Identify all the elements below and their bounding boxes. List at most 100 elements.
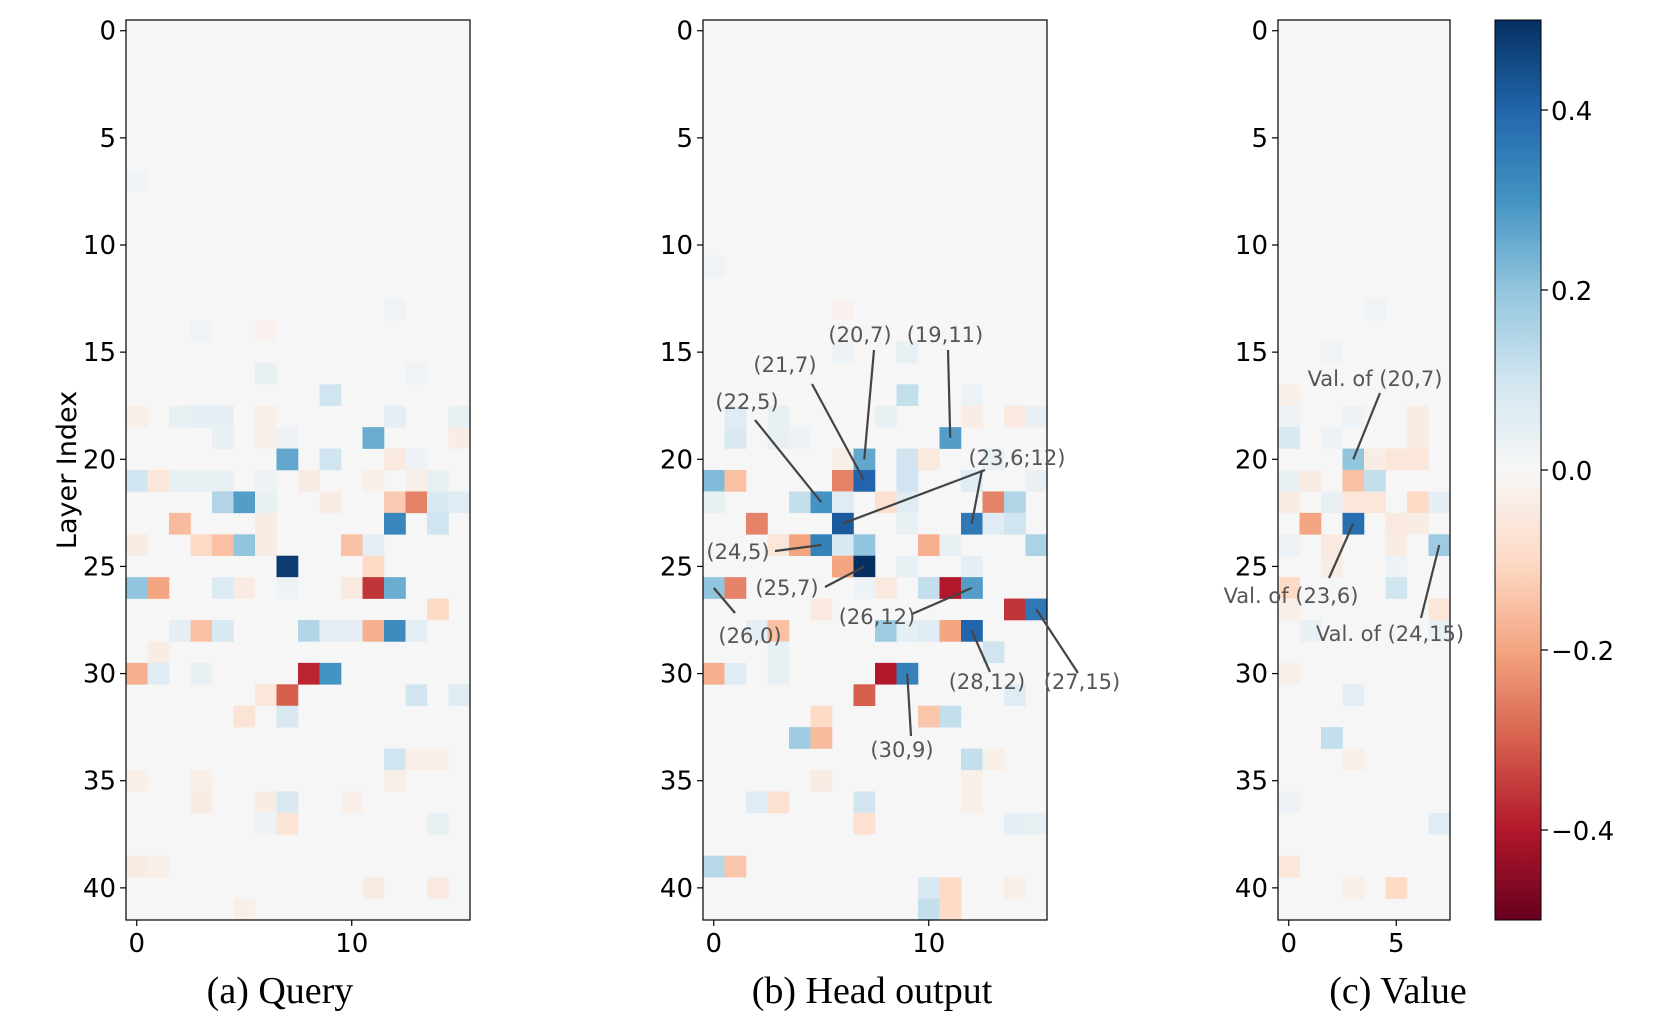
colorbar-tick-label: 0.4 (1551, 97, 1592, 127)
annotation-label: (22,5) (715, 390, 778, 414)
heatmap-cell (939, 898, 962, 921)
heatmap-cell (1299, 470, 1322, 492)
heatmap-cell (810, 491, 833, 514)
heatmap-cell (1342, 748, 1365, 771)
heatmap-cell (190, 662, 213, 685)
colorbar-tick-label: −0.2 (1551, 637, 1614, 667)
x-tick-label: 0 (128, 929, 145, 959)
heatmap-cell (1278, 534, 1300, 557)
y-tick-label: 20 (660, 445, 693, 475)
heatmap-cell (832, 491, 854, 514)
heatmap-cell (724, 577, 747, 599)
heatmap-cell (276, 577, 299, 599)
heatmap-cell (341, 577, 363, 599)
heatmap-cell (427, 470, 449, 492)
heatmap-cell (1278, 384, 1300, 407)
colorbar: 0.4 0.2 0.0 −0.2 −0.4 (1494, 19, 1614, 921)
heatmap-cell (169, 470, 191, 492)
heatmap-cell (746, 620, 768, 642)
heatmap-cell (255, 534, 277, 557)
y-tick-label: 15 (83, 338, 116, 368)
annotation-label: (30,9) (870, 738, 933, 762)
heatmap-cell (767, 405, 790, 428)
y-tick-label: 30 (660, 660, 693, 690)
heatmap-cell (319, 384, 342, 407)
heatmap-cell (384, 448, 406, 471)
colorbar-tick-label: 0.0 (1551, 457, 1592, 487)
annotation-line (811, 383, 866, 482)
y-tick-label: 10 (1235, 231, 1268, 261)
heatmap-cell (918, 534, 940, 557)
heatmap-cell (384, 298, 406, 321)
heatmap-cell (875, 491, 897, 514)
heatmap-cell (939, 705, 962, 728)
heatmap-cell (939, 534, 962, 557)
heatmap-cell (1299, 620, 1322, 642)
heatmap-cell (767, 620, 790, 642)
heatmap-cell (875, 405, 897, 428)
y-tick-label: 35 (1235, 767, 1268, 797)
heatmap-cell (212, 470, 234, 492)
heatmap-cell (233, 705, 256, 728)
heatmap-cell (384, 577, 406, 599)
heatmap-cell (319, 448, 342, 471)
heatmap-cell (982, 748, 1005, 771)
heatmap-cell (1342, 405, 1365, 428)
x-tick-label: 0 (705, 929, 722, 959)
heatmap-cell (233, 898, 256, 921)
heatmap-cell (276, 812, 299, 835)
y-tick-label: 10 (83, 231, 116, 261)
heatmap-cell (1364, 491, 1386, 514)
annotation-label: (19,11) (907, 323, 984, 347)
heatmap-cell (875, 577, 897, 599)
annotation-line (911, 586, 973, 616)
heatmap-cell (789, 727, 811, 749)
y-tick-label: 20 (1235, 445, 1268, 475)
colorbar-gradient (1495, 20, 1541, 920)
heatmap-cell (939, 620, 962, 642)
heatmap-cell (427, 877, 449, 899)
heatmap-cell (1364, 448, 1386, 471)
annotation-line (824, 565, 865, 588)
heatmap-cell (1278, 470, 1300, 492)
heatmap-cell (190, 770, 213, 792)
heatmap-cell (448, 405, 471, 428)
heatmap-cell (918, 705, 940, 728)
annotation-label: Val. of (24,15) (1316, 622, 1464, 646)
heatmap-cell (767, 662, 790, 685)
heatmap-cell (255, 812, 277, 835)
heatmap-cell (405, 620, 428, 642)
heatmap-cell (853, 448, 876, 471)
heatmap-cell (875, 620, 897, 642)
x-tick-label: 10 (335, 929, 368, 959)
heatmap-cell (1025, 405, 1048, 428)
heatmap-cell (1342, 877, 1365, 899)
heatmap-cell (1385, 534, 1408, 557)
heatmap-cell (896, 384, 919, 407)
heatmap-cell (362, 555, 385, 578)
heatmap-cell (276, 448, 299, 471)
annotation-label: (21,7) (753, 353, 816, 377)
heatmap-cell (961, 791, 983, 814)
heatmap-cell (384, 748, 406, 771)
heatmap-cell (1004, 812, 1026, 835)
y-tick-label: 25 (660, 552, 693, 582)
heatmap-cell (724, 855, 747, 878)
heatmap-cell (255, 684, 277, 707)
heatmap-cell (896, 448, 919, 471)
heatmap-cell (405, 470, 428, 492)
colorbar-ticks: 0.4 0.2 0.0 −0.2 −0.4 (1541, 97, 1614, 847)
heatmap-cell (448, 491, 471, 514)
heatmap-cell (1428, 812, 1451, 835)
heatmap-cell (1385, 877, 1408, 899)
heatmap-cell (1321, 727, 1343, 749)
heatmap-cell (1321, 341, 1343, 364)
heatmap-cell (961, 770, 983, 792)
annotation-line (1352, 392, 1382, 460)
heatmap-cell (1278, 855, 1300, 878)
x-tick-label: 10 (912, 929, 945, 959)
heatmap-cell (1342, 491, 1365, 514)
heatmap-cell (939, 877, 962, 899)
heatmap-cell (1004, 877, 1026, 899)
annotation-line (970, 469, 984, 524)
